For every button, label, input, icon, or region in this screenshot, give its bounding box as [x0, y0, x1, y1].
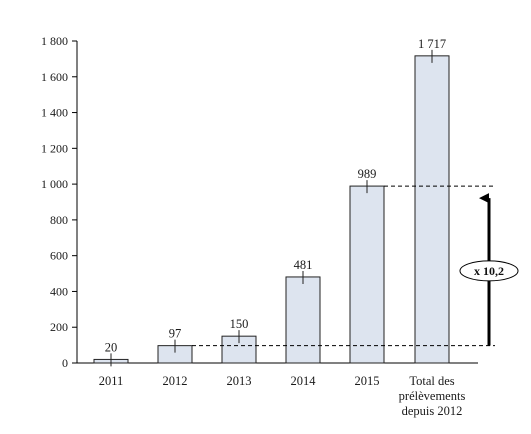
- x-tick-label: 2012: [163, 374, 188, 388]
- x-axis: 2011 2012 2013 2014 2015 Total des prélèvement…: [77, 362, 478, 418]
- data-label: 481: [294, 258, 313, 272]
- y-tick-label: 600: [50, 249, 68, 263]
- y-tick-label: 1 400: [41, 106, 68, 120]
- y-tick-label: 200: [50, 320, 68, 334]
- bar: [221, 335, 257, 364]
- y-axis: 0 200 400 600 800 1 000 1 200 1 400 1 600 1 800: [41, 34, 78, 370]
- y-tick-label: 1 600: [41, 70, 68, 84]
- data-label: 1 717: [418, 37, 446, 51]
- multiplier-annotation: x 10,2: [192, 185, 519, 347]
- x-tick-label: Total des prélèvements depuis 2012: [399, 374, 466, 418]
- data-label: 150: [230, 317, 249, 331]
- data-label: 989: [358, 167, 377, 181]
- y-tick-label: 1 000: [41, 177, 68, 191]
- bar: [285, 276, 321, 364]
- y-tick-label: 800: [50, 213, 68, 227]
- multiplier-label: x 10,2: [474, 264, 504, 278]
- bars: 20 97 150 481 989 1 717: [93, 37, 450, 367]
- y-tick-label: 0: [62, 356, 68, 370]
- data-label: 97: [169, 327, 182, 341]
- x-tick-label: 2013: [227, 374, 252, 388]
- data-label: 20: [105, 340, 118, 354]
- y-tick-label: 1 200: [41, 141, 68, 155]
- x-tick-label: 2011: [99, 374, 124, 388]
- x-tick-label: 2014: [291, 374, 317, 388]
- y-tick-label: 400: [50, 284, 68, 298]
- x-tick-label: 2015: [355, 374, 380, 388]
- bar: [414, 55, 450, 364]
- bar: [349, 185, 385, 364]
- multiplier-badge: [459, 260, 519, 282]
- y-tick-label: 1 800: [41, 34, 68, 48]
